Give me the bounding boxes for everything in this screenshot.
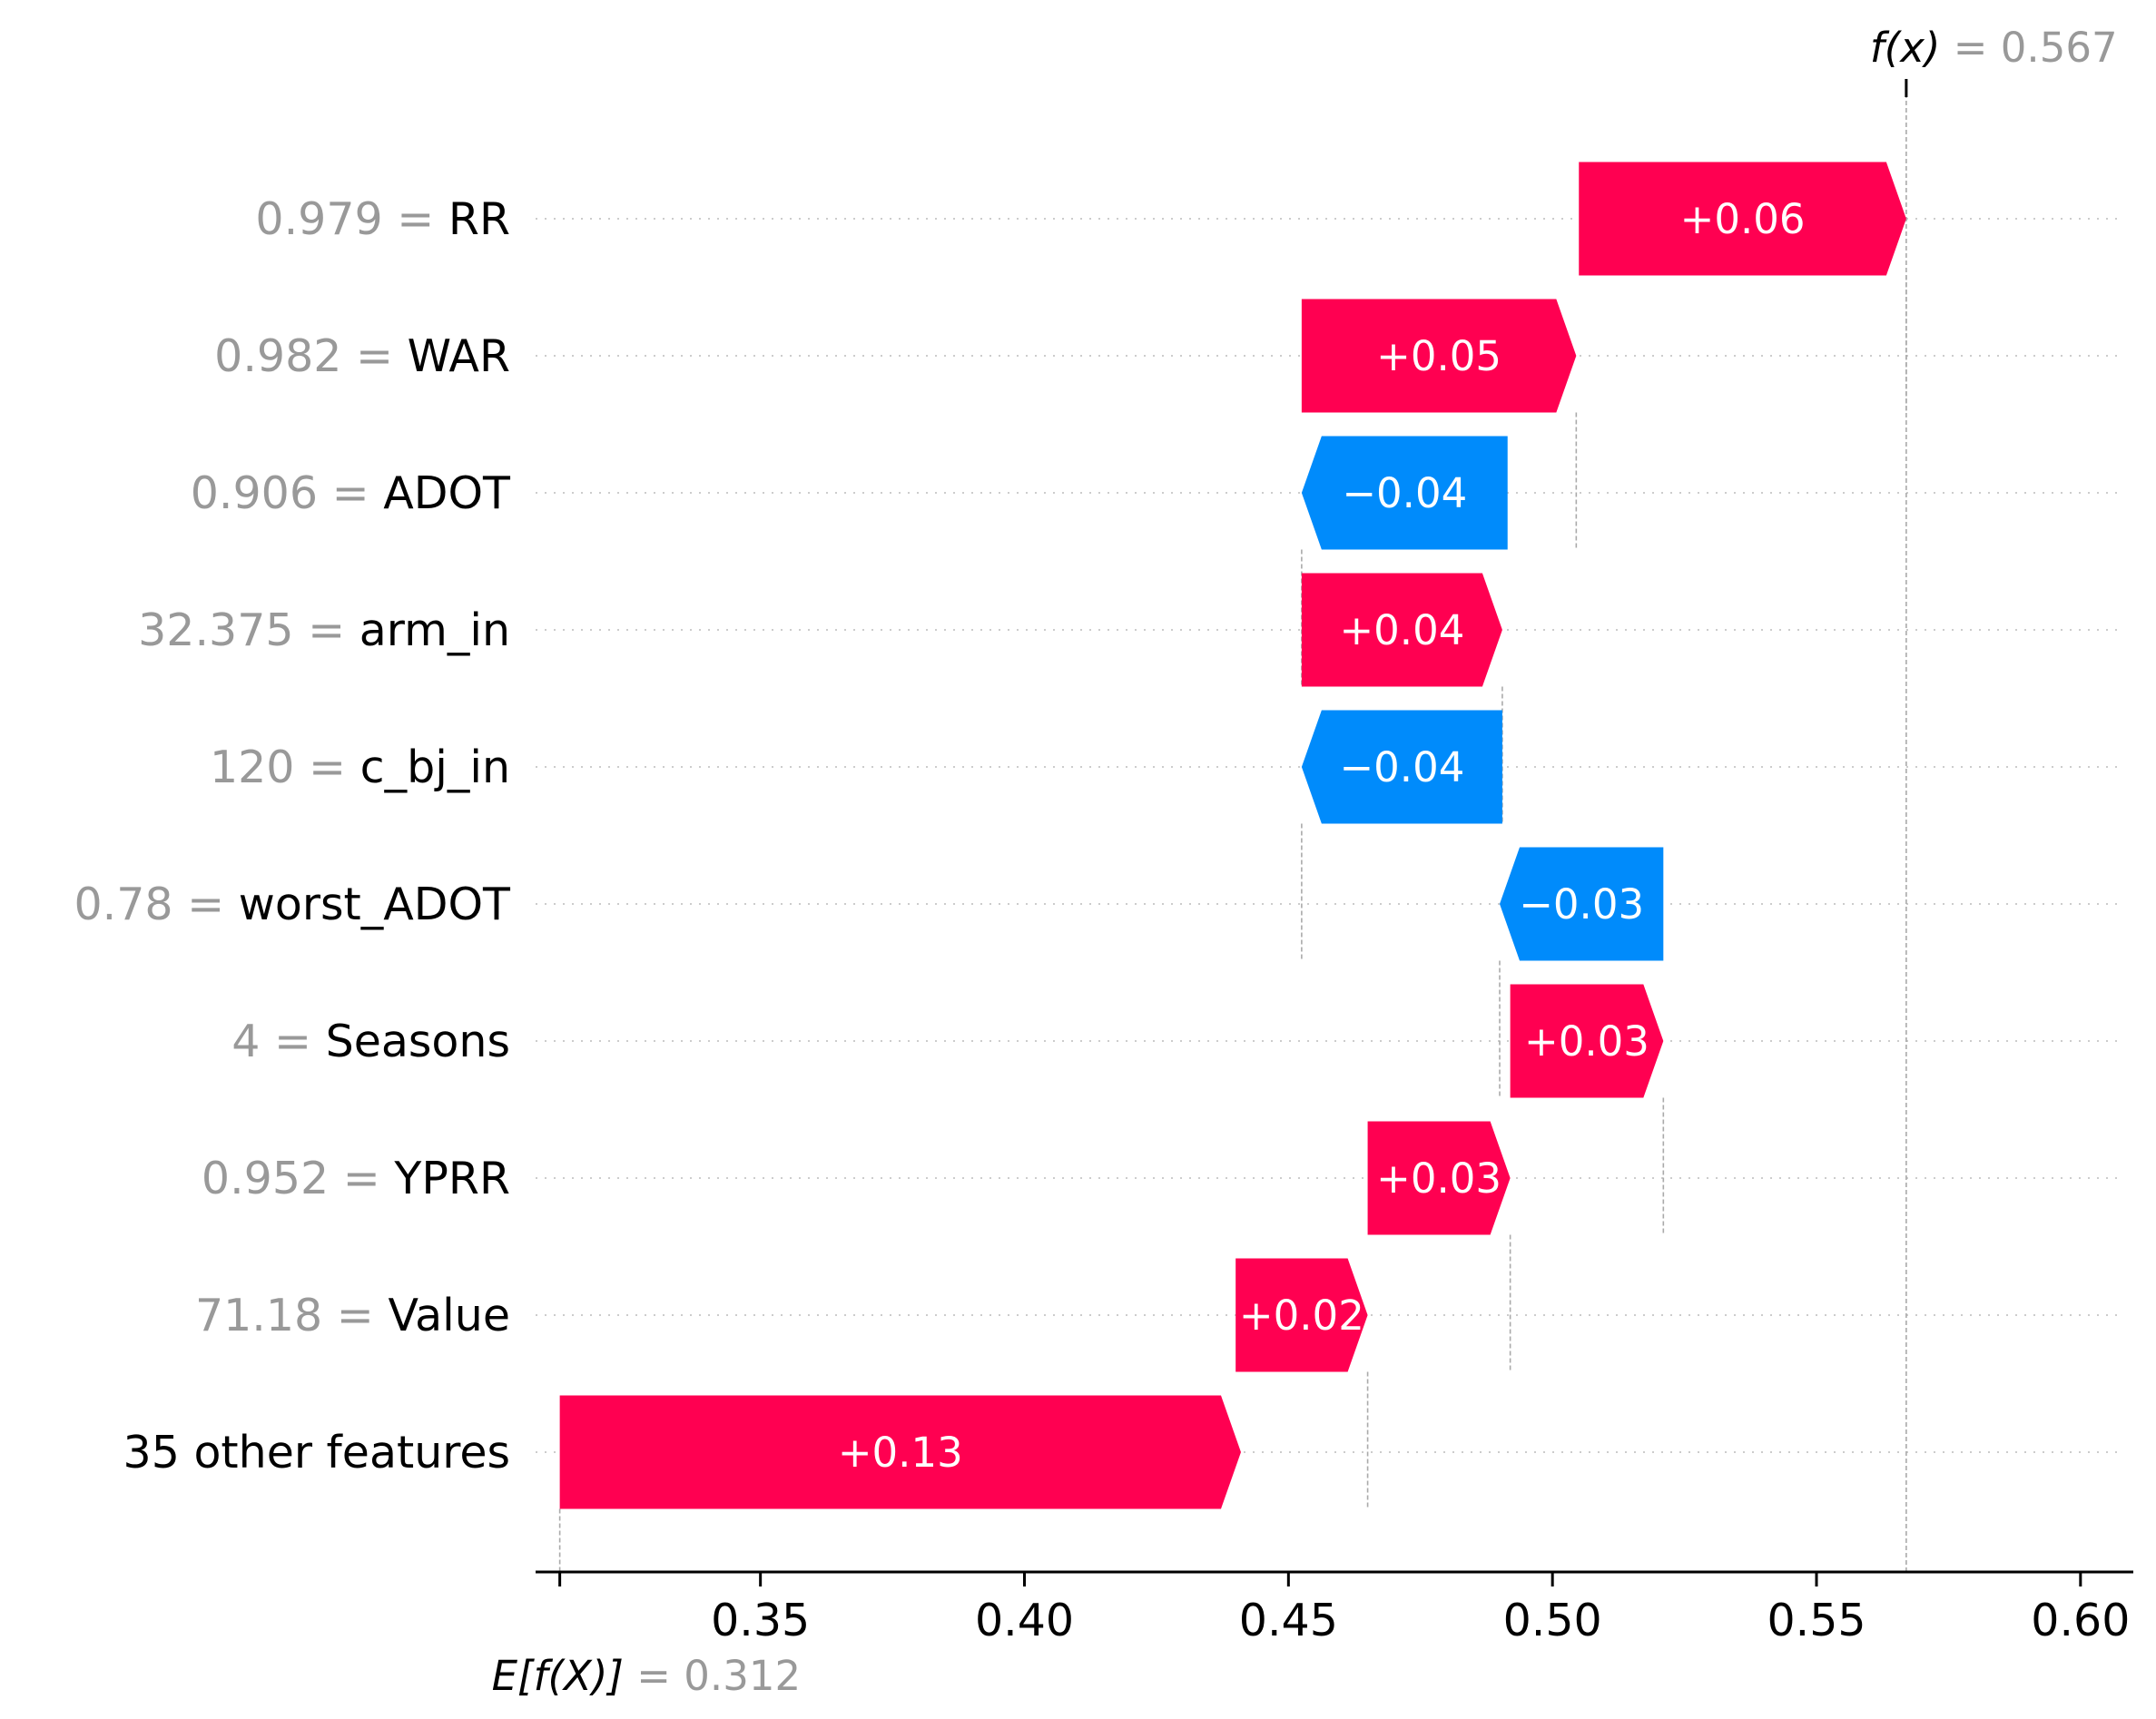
bars: +0.06 +0.05 −0.04 +0.04 −0.04 −0.03 +0.03 +0.03…	[559, 162, 1906, 1509]
row-labels: 0.979 = RR 0.982 = WAR 0.906 = ADOT 32.375 …	[74, 193, 511, 1478]
bar-ADOT	[1301, 436, 1508, 550]
feature-name: WAR	[408, 330, 510, 382]
bar-WAR	[1301, 299, 1577, 413]
feature-name: arm_in	[359, 604, 510, 656]
feature-value: 0.906 =	[191, 467, 384, 519]
x-tick-label: 0.50	[1503, 1595, 1602, 1646]
row-label: 35 other features	[123, 1427, 510, 1478]
feature-name: YPRR	[393, 1153, 510, 1204]
row-label: 0.78 = worst_ADOT	[74, 879, 511, 930]
feature-name: Value	[388, 1290, 510, 1341]
feature-value: 120 =	[210, 742, 360, 793]
x-tick-label: 0.60	[2031, 1595, 2130, 1646]
bar-YPRR	[1367, 1121, 1511, 1235]
row-label: 0.982 = WAR	[214, 330, 510, 382]
bar-worst_ADOT	[1500, 847, 1664, 961]
output-value-label: f(x) = 0.567	[1870, 24, 2118, 72]
row-label: 120 = c_bj_in	[210, 742, 510, 793]
bar-value-label: −0.04	[1339, 743, 1464, 791]
bar-value-label: +0.03	[1376, 1154, 1501, 1203]
bar-value-label: +0.02	[1239, 1292, 1364, 1340]
feature-value: 0.952 =	[202, 1153, 395, 1204]
bar-value-label: +0.04	[1339, 606, 1464, 654]
feature-name: 35 other features	[123, 1427, 510, 1478]
bar-value-label: −0.04	[1342, 469, 1467, 517]
row-label: 32.375 = arm_in	[138, 604, 510, 656]
feature-name: c_bj_in	[360, 742, 510, 793]
feature-value: 32.375 =	[138, 604, 359, 656]
feature-value: 71.18 =	[195, 1290, 389, 1341]
base-value-number: = 0.312	[636, 1652, 801, 1700]
output-value-symbol: f(x)	[1870, 24, 1954, 72]
bar-Seasons	[1510, 984, 1664, 1098]
connector-lines	[558, 79, 1908, 1572]
bar-arm_in	[1301, 573, 1502, 687]
bar-Value	[1236, 1258, 1368, 1372]
output-value-number: = 0.567	[1954, 24, 2118, 72]
feature-name: ADOT	[383, 467, 511, 519]
bar-value-label: +0.05	[1376, 332, 1501, 380]
feature-name: worst_ADOT	[239, 879, 511, 930]
x-axis: 0.35 0.40 0.45 0.50 0.55 0.60	[536, 1570, 2133, 1646]
bar-value-label: +0.06	[1680, 195, 1806, 243]
bar-35 other features	[559, 1395, 1241, 1509]
x-tick-label: 0.45	[1239, 1595, 1338, 1646]
annotations: f(x) = 0.567 E[f(X)] = 0.312	[492, 24, 2118, 1700]
row-label: 4 = Seasons	[231, 1016, 510, 1067]
row-label: 0.979 = RR	[255, 193, 510, 245]
bar-value-label: −0.03	[1519, 880, 1644, 928]
feature-name: Seasons	[326, 1016, 510, 1067]
feature-name: RR	[448, 193, 510, 245]
feature-value: 0.979 =	[255, 193, 448, 245]
row-label: 71.18 = Value	[195, 1290, 510, 1341]
row-label: 0.906 = ADOT	[191, 467, 511, 519]
base-value-label: E[f(X)] = 0.312	[492, 1652, 801, 1700]
x-tick-label: 0.35	[711, 1595, 810, 1646]
bar-RR	[1579, 162, 1906, 276]
feature-value: 4 =	[231, 1016, 325, 1067]
feature-value: 0.982 =	[214, 330, 408, 382]
feature-value: 0.78 =	[74, 879, 238, 930]
bar-value-label: +0.03	[1524, 1017, 1649, 1066]
row-label: 0.952 = YPRR	[202, 1153, 510, 1204]
base-value-symbol: E[f(X)]	[492, 1652, 637, 1700]
x-tick-label: 0.40	[975, 1595, 1074, 1646]
bar-c_bj_in	[1301, 710, 1502, 824]
x-tick-label: 0.55	[1767, 1595, 1866, 1646]
bar-value-label: +0.13	[838, 1429, 963, 1477]
